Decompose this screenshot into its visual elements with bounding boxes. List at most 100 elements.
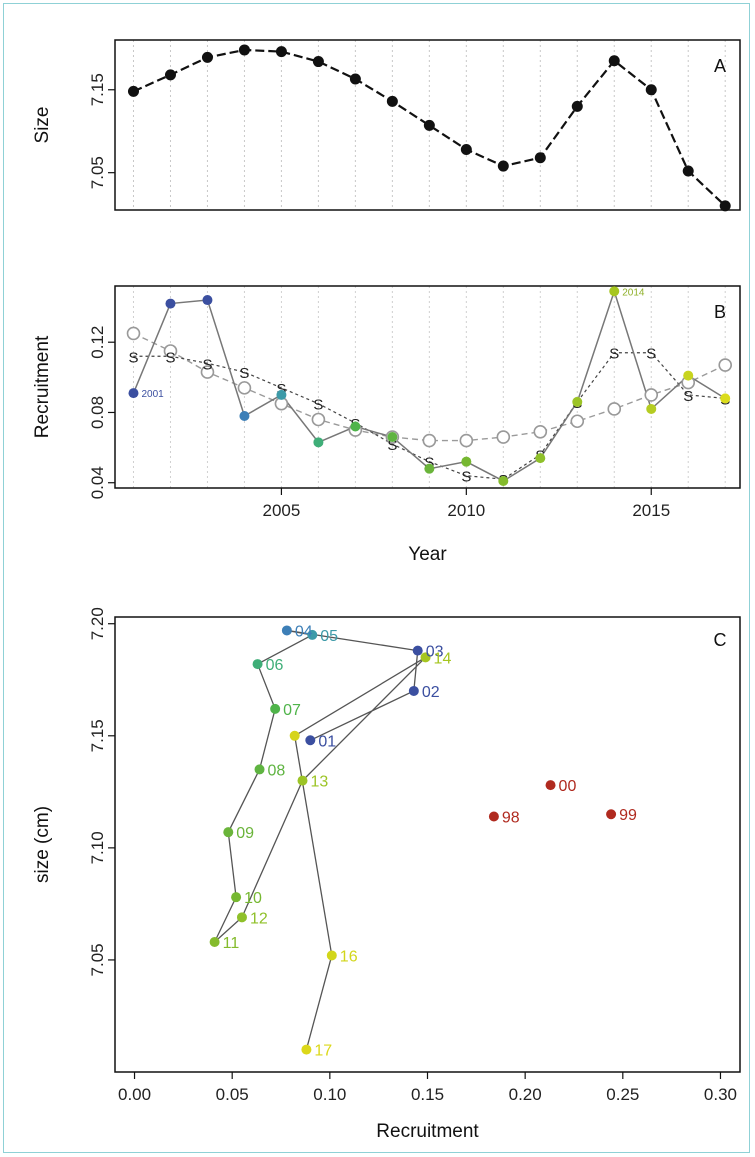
- recruitment-point: [498, 475, 509, 486]
- trajectory-point: [488, 811, 499, 822]
- x-tick-label-b: 2015: [632, 501, 670, 520]
- point-label: 13: [311, 774, 329, 791]
- open-circle-point: [422, 433, 437, 448]
- trajectory-point: [301, 1044, 312, 1055]
- trajectory-point: [606, 809, 617, 820]
- size-point: [534, 152, 546, 164]
- point-annotation: 2001: [141, 389, 164, 400]
- y-tick-label-b: 0.12: [88, 326, 107, 359]
- open-circle-point: [200, 365, 215, 379]
- panel-label-a: A: [714, 56, 726, 76]
- point-label: 10: [244, 890, 262, 907]
- trajectory-point: [408, 685, 419, 696]
- trajectory-point: [231, 892, 242, 903]
- y-tick-label-c: 7.15: [88, 719, 107, 752]
- trajectory-point: [326, 950, 337, 961]
- size-point: [164, 69, 176, 81]
- x-axis-label-c: Recruitment: [376, 1121, 479, 1142]
- size-point: [608, 55, 620, 67]
- y-tick-label-b: 0.04: [88, 466, 107, 499]
- x-axis-label-b: Year: [408, 544, 447, 565]
- open-circle-point: [533, 424, 548, 439]
- recruitment-point: [646, 403, 657, 414]
- trajectory-point: [281, 625, 292, 636]
- size-line: [133, 48, 726, 207]
- point-label: 16: [340, 948, 358, 965]
- panel-label-b: B: [714, 302, 726, 322]
- panel-label-c: C: [714, 630, 727, 650]
- recruitment-point: [683, 370, 694, 381]
- size-point: [349, 73, 361, 85]
- trajectory-point: [307, 629, 318, 640]
- point-label: 12: [250, 910, 268, 927]
- x-tick-label-c: 0.20: [509, 1085, 542, 1104]
- trajectory-point: [289, 730, 300, 741]
- recruitment-point: [128, 388, 139, 399]
- trajectory-point: [545, 780, 556, 791]
- y-tick-label-c: 7.20: [88, 607, 107, 640]
- s-marker: S: [128, 349, 138, 366]
- y-tick-label-a: 7.05: [88, 156, 107, 189]
- s-marker-line: [133, 352, 726, 480]
- recruitment-point: [387, 432, 398, 443]
- x-tick-label-c: 0.25: [606, 1085, 639, 1104]
- trajectory-point: [254, 764, 265, 775]
- x-tick-label-c: 0.15: [411, 1085, 444, 1104]
- trajectory-point: [223, 827, 234, 838]
- panel-b-frame: [114, 285, 741, 489]
- x-tick-label-c: 0.00: [118, 1085, 151, 1104]
- open-circle-point: [311, 412, 326, 427]
- trajectory-point: [236, 912, 247, 923]
- recruitment-point: [424, 463, 435, 474]
- s-marker: S: [239, 365, 249, 382]
- s-marker: S: [313, 397, 323, 414]
- open-circle-point: [570, 414, 585, 429]
- y-tick-label-a: 7.15: [88, 73, 107, 106]
- trajectory-point: [305, 735, 316, 746]
- y-tick-label-c: 7.10: [88, 831, 107, 864]
- point-label: 11: [223, 935, 240, 952]
- size-point: [682, 165, 694, 177]
- recruitment-point: [350, 421, 361, 432]
- y-axis-label-c: size (cm): [32, 806, 53, 883]
- s-marker: S: [387, 437, 397, 454]
- point-label: 07: [283, 702, 301, 719]
- recruitment-point: [313, 437, 324, 448]
- x-tick-label-b: 2010: [447, 501, 485, 520]
- point-label: 99: [619, 807, 637, 824]
- open-circle-point: [126, 326, 141, 341]
- y-axis-label-b: Recruitment: [32, 335, 53, 438]
- size-point: [312, 56, 324, 68]
- x-tick-label-c: 0.10: [313, 1085, 346, 1104]
- recruitment-point: [720, 393, 731, 404]
- size-point: [719, 200, 731, 212]
- size-point: [238, 44, 250, 56]
- open-circle-point: [237, 381, 252, 395]
- s-marker: S: [683, 388, 693, 405]
- size-point: [423, 119, 435, 131]
- point-label: 06: [266, 657, 284, 674]
- s-marker: S: [276, 381, 286, 398]
- point-label: 01: [318, 733, 336, 750]
- size-point: [571, 100, 583, 112]
- y-tick-label-c: 7.05: [88, 943, 107, 976]
- size-point: [127, 85, 139, 97]
- s-marker: S: [202, 356, 212, 373]
- s-marker: S: [165, 349, 175, 366]
- open-circle-point: [496, 430, 511, 444]
- y-tick-label-b: 0.08: [88, 396, 107, 429]
- point-annotation: 2014: [622, 287, 645, 298]
- recruitment-point: [276, 389, 287, 400]
- figure-frame: [3, 3, 750, 1153]
- point-label: 17: [314, 1043, 332, 1060]
- point-label: 09: [236, 825, 254, 842]
- x-tick-label-b: 2005: [263, 501, 301, 520]
- open-circle-point: [718, 358, 733, 372]
- trajectory-point: [252, 659, 263, 670]
- trajectory-point: [270, 703, 281, 714]
- point-label: 05: [320, 628, 338, 645]
- recruitment-point: [461, 456, 472, 467]
- recruitment-point: [609, 286, 620, 297]
- trajectory-point: [420, 652, 431, 663]
